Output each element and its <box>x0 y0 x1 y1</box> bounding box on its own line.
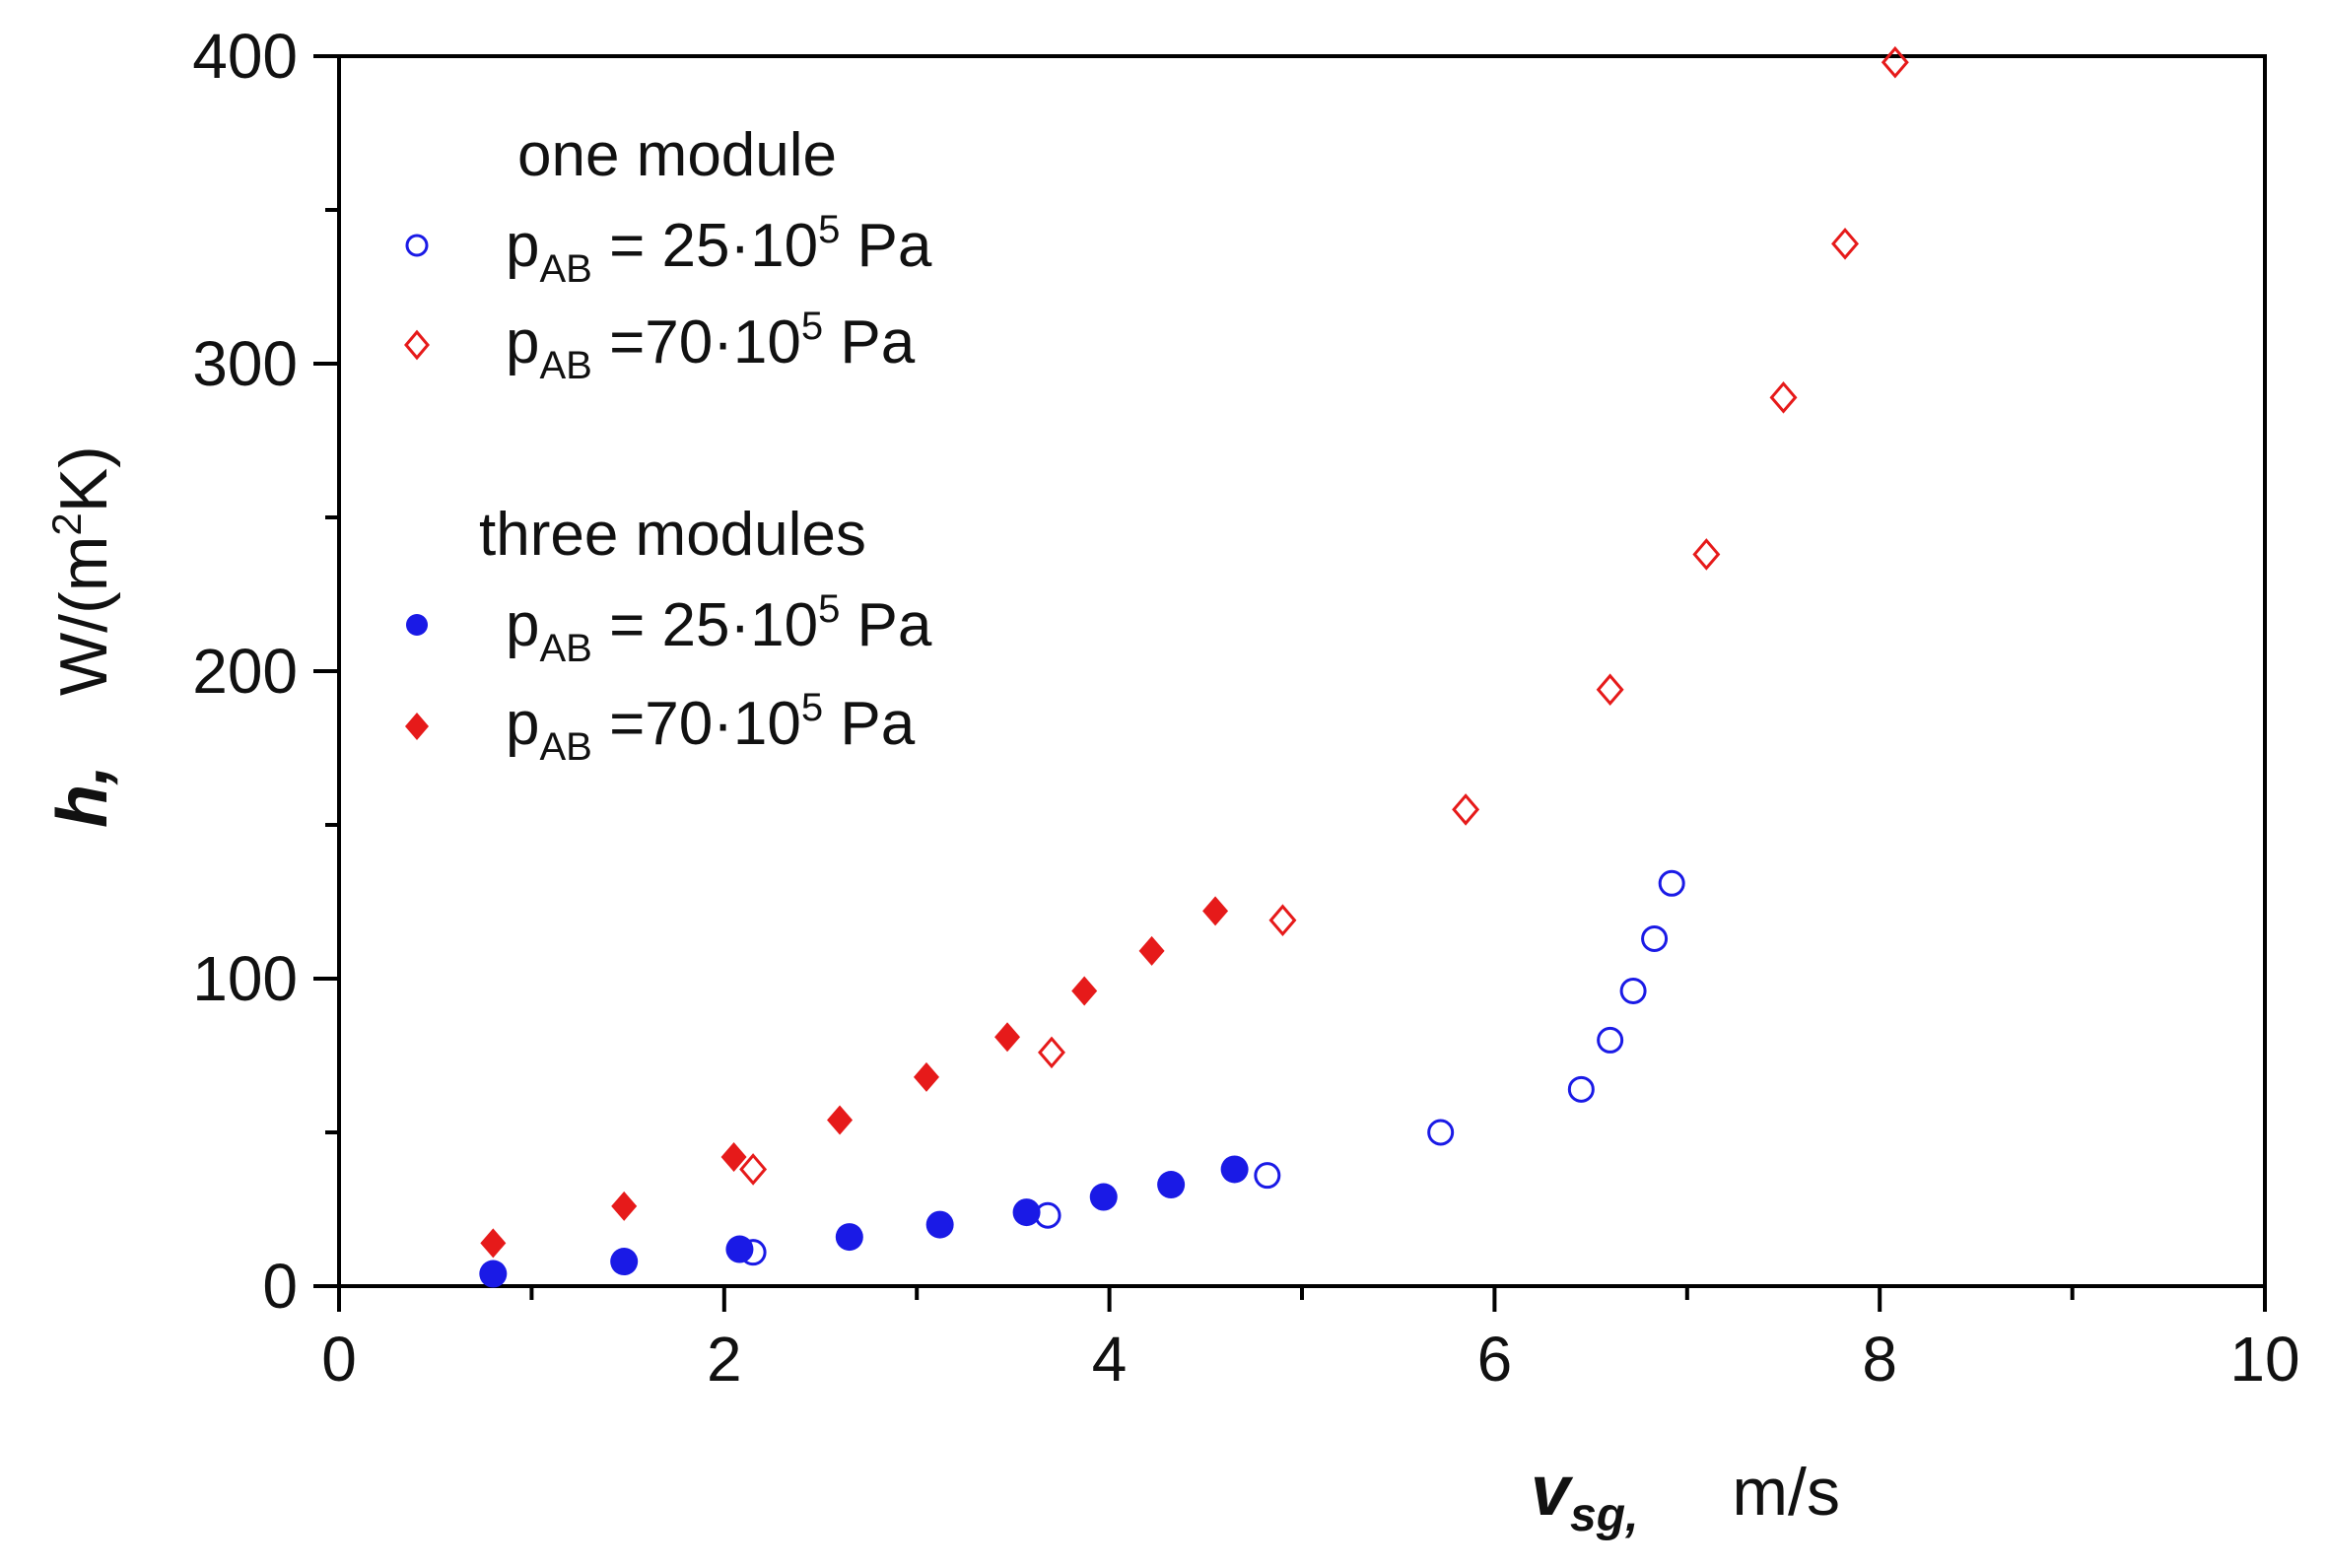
data-point <box>1138 935 1165 966</box>
data-point <box>1658 869 1685 897</box>
y-tick-label: 100 <box>192 943 298 1014</box>
data-point <box>1567 1075 1595 1103</box>
data-point <box>611 1191 638 1221</box>
y-tick-label: 0 <box>262 1251 298 1322</box>
y-tick-label: 200 <box>192 636 298 707</box>
x-tick-label: 6 <box>1477 1324 1513 1395</box>
x-tick-label: 2 <box>707 1324 742 1395</box>
legend-label: pAB =70·105 Pa <box>506 686 916 769</box>
legend-entry-one-70: pAB =70·105 Pa <box>404 305 916 387</box>
y-tick-label: 400 <box>192 21 298 92</box>
legend-entry-three-70: pAB =70·105 Pa <box>405 686 916 769</box>
data-point <box>479 1260 508 1288</box>
legend-group-title-three-modules: three modules <box>479 501 866 569</box>
data-point <box>1692 538 1721 571</box>
data-point <box>1641 924 1669 952</box>
data-point <box>720 1141 747 1172</box>
y-axis-title: h,W/(m2K) <box>43 445 122 828</box>
data-point <box>1012 1198 1041 1227</box>
x-tick-label: 0 <box>321 1324 357 1395</box>
legend-label: pAB = 25·105 Pa <box>506 208 932 291</box>
data-point <box>1089 1183 1118 1211</box>
data-point <box>1596 673 1624 707</box>
x-tick-label: 4 <box>1092 1324 1128 1395</box>
legend-group-title-one-module: one module <box>517 121 837 189</box>
x-axis-title: vsg, m/s <box>1531 1452 1840 1541</box>
data-point <box>1831 228 1860 260</box>
legend: one module pAB = 25·105 Pa pAB =70·105 P… <box>404 121 932 769</box>
x-tick-label: 10 <box>2229 1324 2299 1395</box>
y-axis-title-text: h,W/(m2K) <box>43 445 122 828</box>
data-point <box>835 1223 863 1252</box>
legend-label: pAB = 25·105 Pa <box>506 587 932 670</box>
y-tick-label: 300 <box>192 328 298 399</box>
data-point <box>1071 976 1098 1006</box>
data-point <box>1619 977 1647 1004</box>
data-point <box>1881 45 1909 79</box>
x-tick-label: 8 <box>1862 1324 1897 1395</box>
data-point <box>925 1210 954 1239</box>
data-point <box>1268 904 1297 937</box>
data-point <box>994 1022 1021 1053</box>
x-axis-title-text: vsg, m/s <box>1531 1452 1840 1541</box>
legend-marker-circle-open <box>405 234 429 257</box>
data-point <box>610 1248 639 1276</box>
data-point <box>1769 381 1798 414</box>
legend-marker-diamond-filled <box>405 713 429 740</box>
data-point <box>1254 1162 1281 1190</box>
legend-marker-diamond-open <box>404 329 430 361</box>
data-point <box>480 1228 507 1259</box>
data-point <box>1038 1036 1065 1069</box>
data-point <box>1452 793 1480 826</box>
data-point <box>1597 1026 1624 1054</box>
legend-entry-one-25: pAB = 25·105 Pa <box>405 208 932 291</box>
data-point <box>1202 896 1229 926</box>
legend-marker-circle-filled <box>406 614 428 636</box>
data-point <box>1427 1119 1455 1146</box>
data-point <box>1157 1171 1186 1199</box>
data-point <box>725 1235 754 1263</box>
legend-label: pAB =70·105 Pa <box>506 305 916 387</box>
legend-entry-three-25: pAB = 25·105 Pa <box>406 587 932 670</box>
data-point <box>913 1061 939 1092</box>
data-point <box>827 1105 854 1135</box>
data-point <box>1220 1155 1249 1184</box>
data-point <box>739 1153 768 1186</box>
